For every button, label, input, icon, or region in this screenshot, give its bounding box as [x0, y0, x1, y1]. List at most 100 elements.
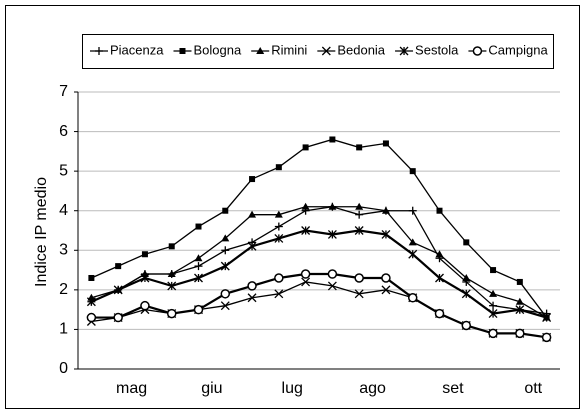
- point: [463, 239, 470, 246]
- point: [166, 308, 177, 319]
- marker-shape: [461, 320, 472, 331]
- marker-shape: [541, 332, 552, 343]
- legend-label: Campigna: [488, 42, 548, 57]
- point: [194, 254, 203, 262]
- marker-shape: [194, 254, 203, 262]
- marker-shape: [195, 223, 202, 230]
- y-tick-label: 0: [59, 360, 68, 377]
- point: [167, 270, 176, 278]
- marker-shape: [256, 47, 265, 54]
- point: [355, 202, 364, 210]
- point: [515, 297, 524, 305]
- marker-shape: [115, 263, 122, 270]
- point: [86, 312, 97, 323]
- point: [409, 168, 416, 175]
- marker-shape: [328, 202, 337, 210]
- marker-shape: [222, 207, 229, 214]
- point: [194, 273, 203, 283]
- marker-shape: [275, 164, 282, 171]
- legend-label: Piacenza: [110, 42, 164, 57]
- y-tick-label: 7: [59, 83, 68, 100]
- marker-shape: [220, 289, 231, 299]
- marker-shape: [301, 202, 310, 210]
- point: [435, 250, 444, 258]
- point: [220, 261, 230, 271]
- marker-shape: [472, 46, 483, 56]
- point: [515, 305, 525, 315]
- marker-shape: [274, 210, 283, 218]
- marker-stroke: [301, 277, 311, 287]
- point: [472, 46, 483, 56]
- marker-shape: [355, 202, 364, 210]
- legend-label: Bologna: [193, 42, 241, 57]
- marker-stroke: [247, 293, 257, 303]
- marker-shape: [327, 269, 338, 279]
- point: [274, 273, 284, 283]
- point: [381, 206, 390, 214]
- marker-shape: [248, 210, 257, 218]
- legend-label: Bedonia: [337, 42, 385, 57]
- marker-shape: [488, 328, 498, 339]
- point: [274, 222, 283, 231]
- point: [516, 278, 523, 285]
- y-tick-label: 5: [59, 162, 68, 179]
- point: [381, 229, 391, 239]
- point: [220, 301, 230, 311]
- x-tick-label: set: [442, 380, 464, 397]
- marker-shape: [436, 207, 443, 214]
- point: [354, 273, 364, 283]
- marker-shape: [167, 270, 176, 278]
- point: [461, 320, 472, 331]
- y-tick-label: 6: [59, 123, 68, 140]
- point: [542, 313, 552, 323]
- point: [274, 289, 284, 299]
- point: [356, 144, 363, 151]
- marker-shape: [302, 144, 309, 151]
- marker-shape: [329, 136, 336, 143]
- marker-shape: [490, 267, 497, 274]
- marker-shape: [516, 278, 523, 285]
- point: [86, 297, 96, 307]
- marker-shape: [381, 273, 391, 283]
- point: [515, 328, 525, 339]
- marker-shape: [381, 206, 390, 214]
- point: [321, 46, 331, 56]
- point: [355, 210, 364, 219]
- point: [301, 226, 311, 235]
- y-tick-label: 2: [59, 281, 68, 298]
- point: [408, 238, 417, 246]
- point: [140, 273, 150, 283]
- series-line: [91, 138, 548, 318]
- point: [113, 312, 123, 323]
- point: [489, 289, 498, 297]
- legend-label: Rimini: [271, 42, 307, 57]
- point: [115, 263, 122, 270]
- point: [490, 267, 497, 274]
- point: [327, 269, 338, 279]
- point: [221, 234, 230, 242]
- point: [300, 269, 311, 279]
- point: [381, 273, 391, 283]
- point: [488, 328, 498, 339]
- point: [113, 285, 123, 295]
- legend-label: Sestola: [415, 42, 459, 57]
- point: [488, 309, 498, 319]
- x-tick-label: giu: [201, 380, 222, 397]
- marker-shape: [113, 312, 123, 323]
- point: [301, 277, 311, 287]
- marker-stroke: [327, 281, 337, 291]
- marker-shape: [515, 328, 525, 339]
- marker-stroke: [274, 289, 284, 299]
- point: [274, 233, 284, 243]
- point: [461, 289, 471, 299]
- point: [408, 249, 418, 259]
- x-tick-label: ott: [524, 380, 542, 397]
- point: [408, 206, 417, 215]
- marker-shape: [141, 251, 148, 258]
- point: [247, 293, 257, 303]
- marker-shape: [88, 274, 95, 281]
- point: [167, 281, 177, 291]
- point: [436, 207, 443, 214]
- point: [95, 47, 103, 55]
- marker-shape: [140, 300, 150, 311]
